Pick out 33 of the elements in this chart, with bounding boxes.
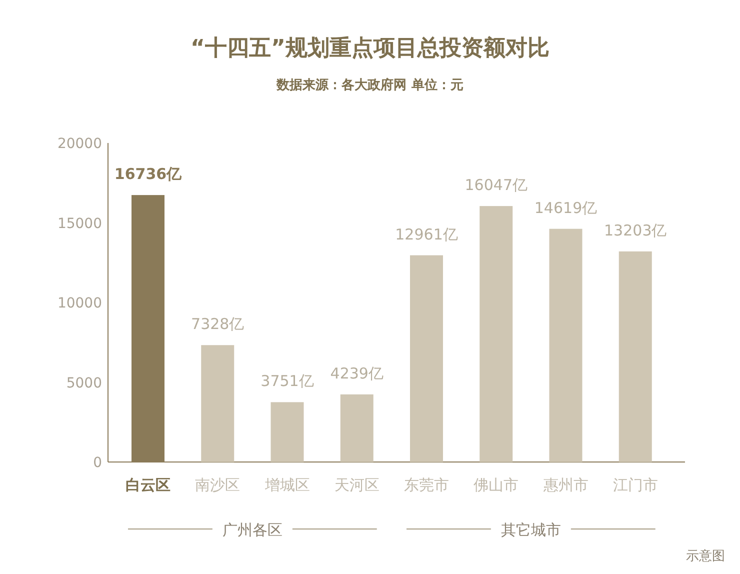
x-tick-label: 南沙区 [195, 476, 240, 494]
y-tick-label: 5000 [66, 375, 102, 392]
x-tick-label: 天河区 [334, 476, 380, 494]
bar [549, 228, 582, 462]
data-label: 4239亿 [330, 364, 384, 382]
text: 示意图 [686, 549, 725, 564]
y-tick-label: 0 [93, 455, 102, 471]
y-tick-label: 10000 [57, 296, 102, 312]
data-label: 13203亿 [604, 221, 667, 240]
bar [618, 251, 652, 462]
chart-subtitle: 数据来源：各大政府网 单位：元 [276, 77, 464, 93]
bar [201, 345, 234, 462]
x-tick-label: 增城区 [264, 476, 310, 494]
data-label: 12961亿 [395, 225, 458, 244]
bar [340, 394, 374, 462]
data-label: 3751亿 [260, 372, 314, 390]
text: 其它城市 [500, 521, 561, 539]
bar [270, 402, 304, 462]
data-label: 7328亿 [191, 315, 244, 334]
x-tick-label: 江门市 [612, 476, 658, 494]
y-tick-label: 15000 [57, 216, 102, 232]
data-label: 14619亿 [534, 198, 598, 217]
bar [410, 255, 443, 462]
x-tick-label: 惠州市 [542, 476, 588, 494]
x-tick-label: 白云区 [126, 476, 170, 494]
text: 广州各区 [222, 521, 282, 539]
data-label: 16047亿 [464, 176, 528, 194]
x-tick-label: 东莞市 [404, 476, 449, 494]
data-label: 16736亿 [114, 165, 183, 184]
bar [480, 206, 513, 462]
x-tick-label: 佛山市 [474, 476, 519, 494]
y-tick-label: 20000 [57, 136, 102, 152]
chart-title: “十四五”规划重点项目总投资额对比 [190, 35, 550, 61]
